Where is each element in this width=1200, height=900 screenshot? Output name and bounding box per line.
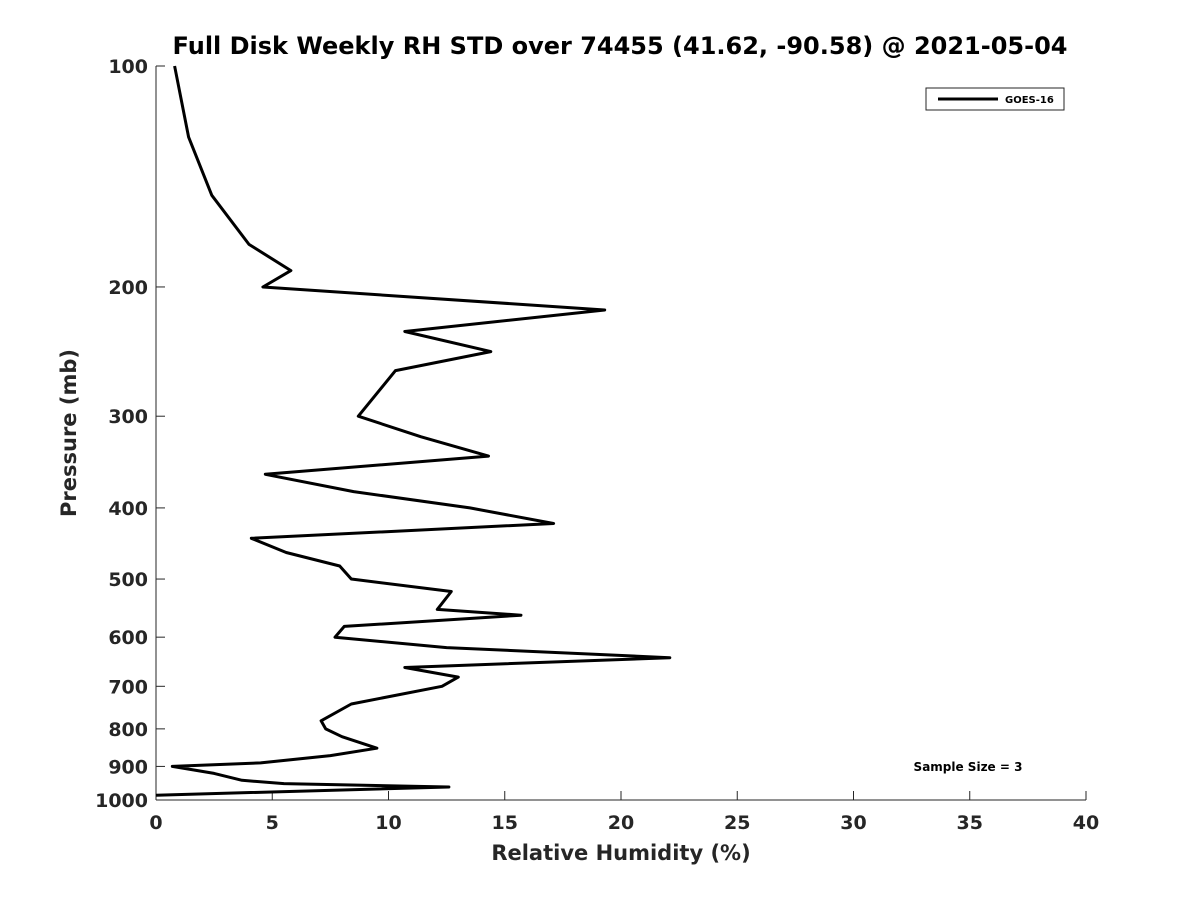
x-tick-label: 5: [266, 812, 279, 834]
x-tick-label: 35: [957, 812, 983, 834]
y-tick-label: 300: [108, 406, 148, 428]
chart-title: Full Disk Weekly RH STD over 74455 (41.6…: [173, 32, 1068, 60]
x-ticks: 0 5 10 15 20 25 30 35 40: [149, 791, 1099, 834]
y-tick-label: 200: [108, 277, 148, 299]
y-tick-label: 400: [108, 498, 148, 520]
legend-label-goes-16: GOES-16: [1005, 95, 1054, 106]
y-ticks: 100 200 300 400 500 600 700 800 900 1000: [95, 56, 165, 812]
y-tick-label: 1000: [95, 790, 148, 812]
x-tick-label: 10: [375, 812, 401, 834]
sample-size-annotation: Sample Size = 3: [914, 760, 1023, 774]
y-tick-label: 100: [108, 56, 148, 78]
axes: [155, 66, 1086, 801]
legend: GOES-16: [925, 87, 1065, 111]
x-axis-label: Relative Humidity (%): [491, 841, 750, 865]
y-tick-label: 700: [108, 676, 148, 698]
y-axis-label: Pressure (mb): [57, 349, 81, 517]
y-tick-label: 600: [108, 627, 148, 649]
series-line-goes-16: [155, 65, 672, 797]
x-tick-label: 15: [492, 812, 518, 834]
y-tick-label: 800: [108, 719, 148, 741]
series-group: [155, 65, 672, 797]
x-tick-label: 40: [1073, 812, 1099, 834]
x-tick-label: 20: [608, 812, 634, 834]
y-tick-label: 900: [108, 756, 148, 778]
y-tick-label: 500: [108, 569, 148, 591]
x-tick-label: 30: [840, 812, 866, 834]
x-tick-label: 0: [149, 812, 162, 834]
x-tick-label: 25: [724, 812, 750, 834]
